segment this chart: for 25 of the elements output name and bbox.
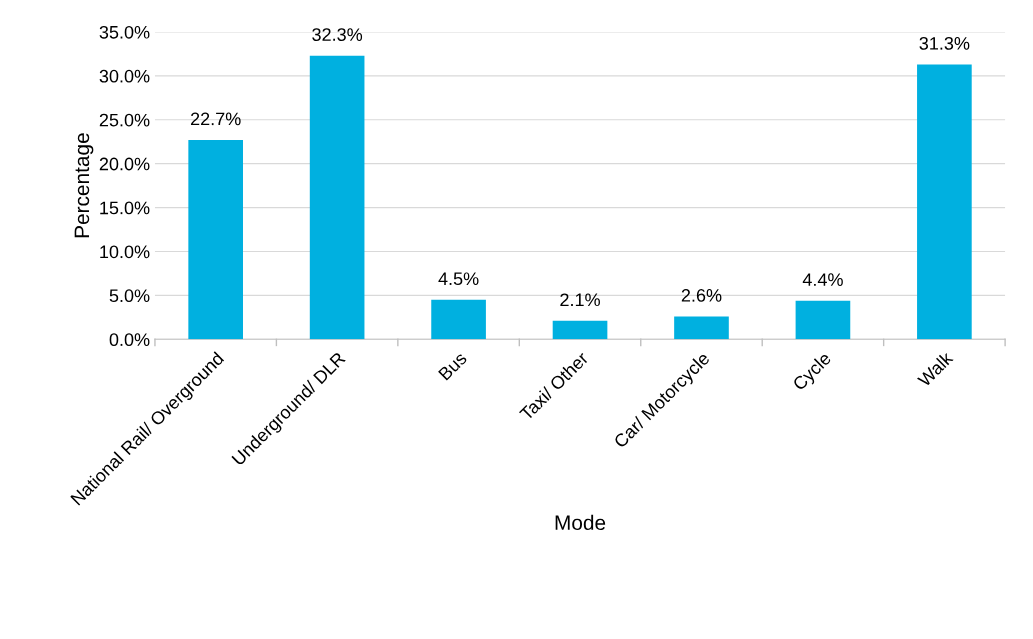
y-axis-title: Percentage: [74, 133, 94, 238]
data-label: 32.3%: [312, 28, 363, 41]
bar: [188, 139, 243, 340]
y-tick-label: 0.0%: [109, 333, 150, 347]
y-tick-label: 25.0%: [99, 113, 150, 127]
data-label: 2.6%: [681, 289, 722, 302]
data-label: 4.5%: [438, 272, 479, 286]
data-label: 4.4%: [802, 273, 843, 286]
bar: [917, 64, 972, 340]
y-tick-label: 5.0%: [109, 289, 150, 303]
y-tick-label: 35.0%: [99, 25, 150, 39]
bar: [309, 55, 365, 340]
y-tick-label: 10.0%: [100, 245, 150, 259]
bar: [431, 299, 486, 340]
bar: [674, 316, 729, 340]
y-tick-label: 20.0%: [99, 157, 150, 171]
data-label: 22.7%: [190, 112, 241, 126]
bar: [552, 320, 608, 340]
x-axis-title: Mode: [555, 514, 606, 531]
bar: [795, 300, 851, 340]
data-label: 31.3%: [919, 36, 970, 50]
y-tick-label: 15.0%: [100, 201, 150, 215]
x-tick-label: Bus: [438, 351, 468, 381]
y-tick-label: 30.0%: [99, 69, 150, 83]
data-label: 2.1%: [560, 293, 600, 307]
